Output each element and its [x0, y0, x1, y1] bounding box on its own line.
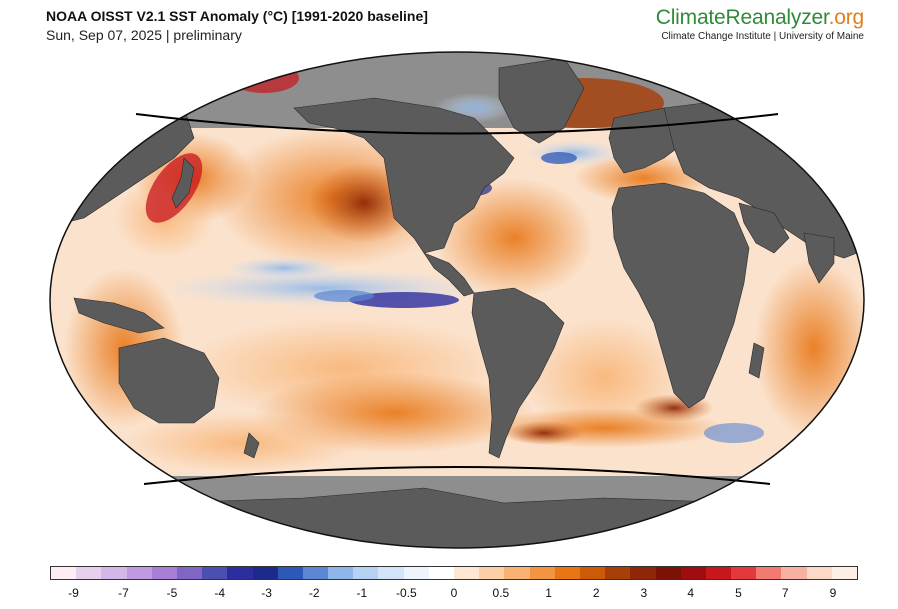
colorbar-segment [403, 567, 429, 579]
colorbar-segment [655, 567, 681, 579]
colorbar-tick-label: -2 [308, 586, 320, 600]
colorbar-segment [756, 567, 782, 579]
india-land [803, 232, 835, 284]
arctic-boundary-line [135, 113, 779, 135]
colorbar-tick-label: 5 [735, 586, 742, 600]
north-america-land [293, 97, 515, 254]
arabia-land [738, 202, 790, 254]
colorbar-segment [353, 567, 379, 579]
colorbar-segment [479, 567, 505, 579]
colorbar-segment [428, 567, 454, 579]
sst-anomaly-map [44, 48, 870, 552]
colorbar-segment [529, 567, 555, 579]
colorbar-tick-label: 3 [640, 586, 648, 600]
colorbar-segment [252, 567, 278, 579]
colorbar-segment [378, 567, 404, 579]
brand-name: ClimateReanalyzer.org [656, 6, 864, 30]
colorbar-tick-label: -0.5 [395, 586, 417, 600]
colorbar-segment [605, 567, 631, 579]
brand-name-part1: Climate [655, 6, 726, 29]
colorbar-tick-label: -5 [166, 586, 178, 600]
world-map-svg [49, 51, 865, 549]
colorbar-tick-label: 7 [781, 586, 789, 600]
colorbar-tick-label: 0.5 [492, 586, 510, 600]
antarctic-boundary-line [143, 466, 771, 485]
colorbar-segment [176, 567, 203, 579]
brand-name-part2: Reanalyzer [725, 6, 829, 29]
colorbar-segment [705, 567, 732, 579]
colorbar-segment [76, 567, 102, 579]
colorbar-segment [328, 567, 354, 579]
colorbar-tick-label: -3 [261, 586, 272, 600]
colorbar-segment [101, 567, 127, 579]
colorbar-segment [806, 567, 832, 579]
brand-logo[interactable]: ClimateReanalyzer.org Climate Change Ins… [656, 6, 864, 42]
colorbar-segment [731, 567, 757, 579]
map-subtitle: Sun, Sep 07, 2025 | preliminary [46, 27, 242, 43]
colorbar-segment [454, 567, 480, 579]
colorbar-segment [504, 567, 530, 579]
colorbar-tick-label: -7 [118, 586, 129, 600]
colorbar-tick-label: 9 [829, 586, 837, 600]
maritime-asia-land [73, 297, 165, 334]
central-america-land [423, 252, 475, 297]
colorbar-segment [51, 567, 77, 579]
colorbar-segment [126, 567, 152, 579]
colorbar-tick-label: -4 [214, 586, 226, 600]
colorbar-segment [630, 567, 656, 579]
japan-land [171, 157, 195, 209]
new-zealand-land [243, 432, 260, 459]
colorbar-tick-label: -1 [356, 586, 368, 600]
colorbar-tick-label: 2 [592, 586, 600, 600]
madagascar-land [748, 342, 765, 379]
colorbar-segment [302, 567, 329, 579]
colorbar-tick-label: 1 [545, 586, 552, 600]
brand-name-part3: .org [828, 6, 865, 29]
colorbar-segment [202, 567, 228, 579]
colorbar-segment [680, 567, 706, 579]
map-title: NOAA OISST V2.1 SST Anomaly (°C) [1991-2… [46, 8, 428, 24]
colorbar-segment [277, 567, 303, 579]
colorbar-segment [151, 567, 177, 579]
anomaly-colorbar [50, 566, 858, 580]
antarctica-land [50, 487, 864, 548]
colorbar-tick-label: 4 [687, 586, 695, 600]
australia-land [118, 337, 220, 424]
colorbar-segment [831, 567, 857, 579]
globe-outline [49, 51, 865, 549]
south-america-land [471, 287, 565, 459]
brand-tagline: Climate Change Institute | University of… [661, 31, 864, 42]
greenland-land [498, 57, 585, 144]
colorbar-segment [554, 567, 580, 579]
colorbar-tick-labels: -9 -7 -5 -4 -3 -2 -1 -0.5 0 0.5 1 2 3 4 5 7 9 [50, 586, 858, 602]
colorbar-segment [227, 567, 253, 579]
africa-land [611, 182, 750, 409]
colorbar-tick-label: -9 [68, 586, 79, 600]
colorbar-tick-label: 0 [450, 586, 458, 600]
colorbar-segment [781, 567, 807, 579]
colorbar-segment [579, 567, 606, 579]
